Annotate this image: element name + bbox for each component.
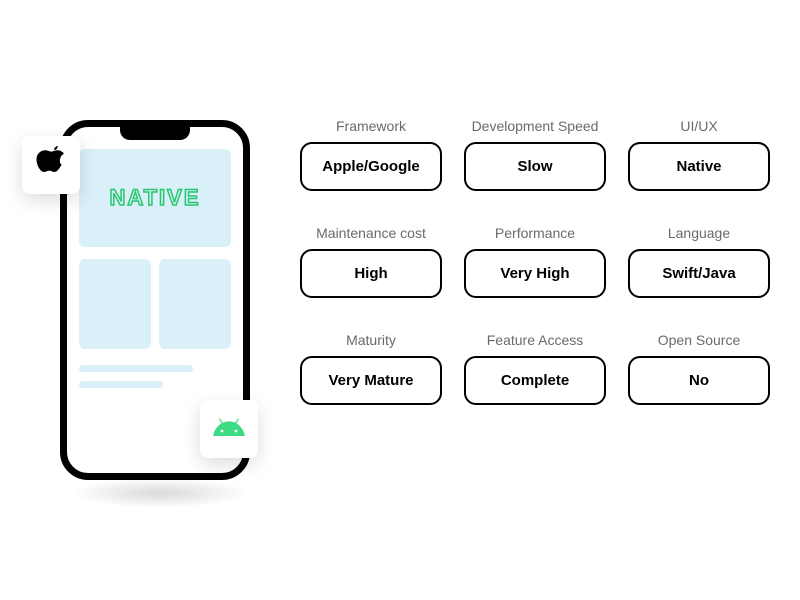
attribute-label: UI/UX — [680, 118, 717, 134]
attribute-cell-maintenance: Maintenance cost High — [300, 225, 442, 298]
attribute-value: Swift/Java — [628, 249, 770, 298]
apple-icon — [36, 146, 66, 185]
attribute-value: Very High — [464, 249, 606, 298]
phone-hero-block: NATIVE — [79, 149, 231, 247]
attribute-cell-uiux: UI/UX Native — [628, 118, 770, 191]
attribute-cell-framework: Framework Apple/Google — [300, 118, 442, 191]
attribute-label: Open Source — [658, 332, 741, 348]
phone-skeleton-card — [79, 259, 151, 349]
android-icon — [212, 416, 246, 443]
attributes-grid: Framework Apple/Google Development Speed… — [300, 118, 770, 405]
attribute-value: Apple/Google — [300, 142, 442, 191]
attribute-value: High — [300, 249, 442, 298]
phone-skeleton-lines — [79, 365, 231, 388]
attribute-label: Maintenance cost — [316, 225, 426, 241]
android-platform-card — [200, 400, 258, 458]
phone-skeleton-card — [159, 259, 231, 349]
attribute-label: Performance — [495, 225, 575, 241]
attribute-label: Maturity — [346, 332, 396, 348]
apple-platform-card — [22, 136, 80, 194]
attribute-cell-language: Language Swift/Java — [628, 225, 770, 298]
attribute-value: Very Mature — [300, 356, 442, 405]
attribute-cell-performance: Performance Very High — [464, 225, 606, 298]
phone-skeleton-row — [79, 259, 231, 349]
phone-notch — [120, 126, 190, 140]
attribute-value: No — [628, 356, 770, 405]
phone-hero-text: NATIVE — [109, 185, 200, 211]
attribute-label: Framework — [336, 118, 406, 134]
attribute-label: Language — [668, 225, 730, 241]
phone-skeleton-line — [79, 365, 193, 372]
attribute-value: Native — [628, 142, 770, 191]
attribute-cell-dev-speed: Development Speed Slow — [464, 118, 606, 191]
phone-shadow — [70, 478, 250, 508]
attribute-label: Development Speed — [472, 118, 599, 134]
attribute-cell-feature-access: Feature Access Complete — [464, 332, 606, 405]
attribute-label: Feature Access — [487, 332, 584, 348]
attribute-value: Slow — [464, 142, 606, 191]
attribute-value: Complete — [464, 356, 606, 405]
phone-skeleton-line — [79, 381, 163, 388]
attribute-cell-maturity: Maturity Very Mature — [300, 332, 442, 405]
attribute-cell-open-source: Open Source No — [628, 332, 770, 405]
